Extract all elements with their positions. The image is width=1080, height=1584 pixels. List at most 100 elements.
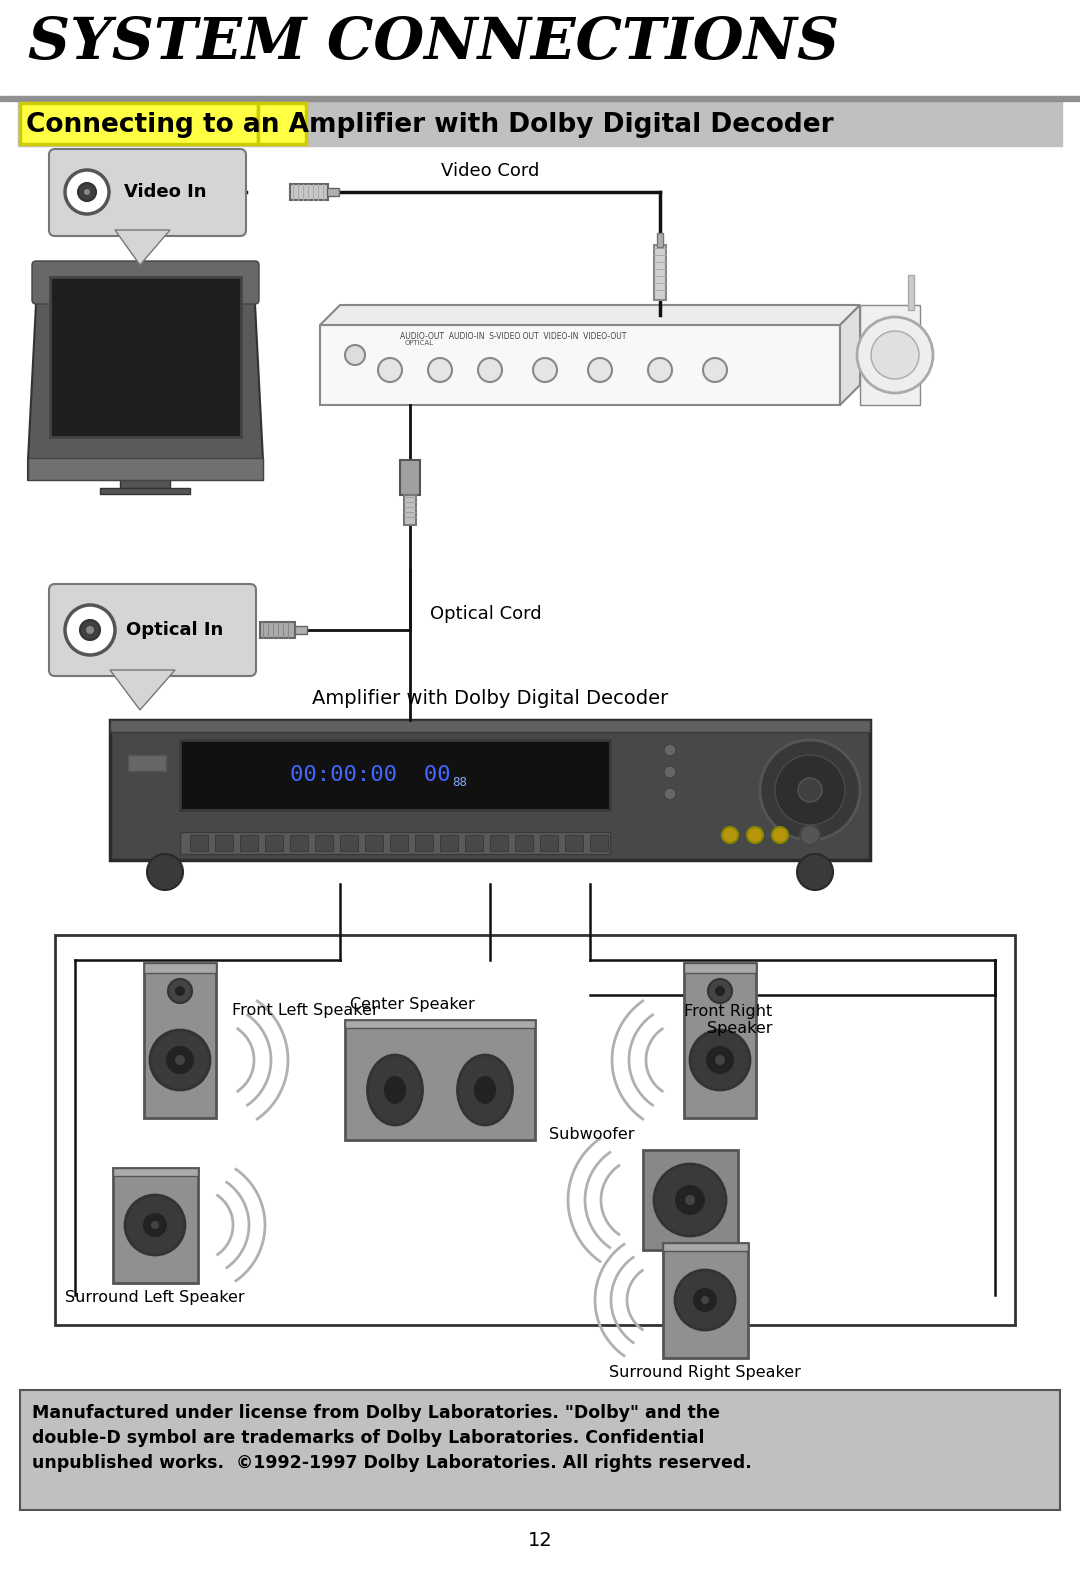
Bar (21, 1391, 1059, 1510)
Circle shape (797, 854, 833, 890)
FancyBboxPatch shape (49, 149, 246, 236)
Bar (21, 103, 258, 144)
Circle shape (378, 358, 402, 382)
Bar (663, 1243, 748, 1357)
Bar (515, 835, 534, 851)
Circle shape (693, 1288, 717, 1312)
Circle shape (701, 1296, 708, 1304)
Circle shape (534, 358, 557, 382)
Bar (180, 832, 610, 854)
Bar (345, 1020, 535, 1140)
Circle shape (143, 1213, 167, 1237)
Text: Video Cord: Video Cord (441, 162, 539, 181)
Text: Surround Right Speaker: Surround Right Speaker (609, 1365, 801, 1380)
Bar (400, 459, 420, 494)
Circle shape (150, 1030, 210, 1090)
Bar (100, 488, 190, 494)
Text: 12: 12 (528, 1530, 552, 1549)
Ellipse shape (458, 1055, 513, 1125)
Bar (265, 835, 283, 851)
Text: Surround Left Speaker: Surround Left Speaker (65, 1289, 245, 1305)
Bar (404, 494, 416, 524)
FancyBboxPatch shape (49, 584, 256, 676)
Bar (144, 963, 216, 973)
Circle shape (65, 605, 114, 656)
Bar (440, 835, 458, 851)
Bar (295, 626, 307, 634)
Polygon shape (320, 306, 860, 325)
Bar (144, 963, 216, 1118)
Circle shape (760, 740, 860, 840)
Text: Front Left Speaker: Front Left Speaker (232, 1003, 379, 1017)
Circle shape (747, 827, 762, 843)
Bar (120, 480, 170, 488)
Circle shape (428, 358, 453, 382)
Circle shape (723, 827, 738, 843)
Bar (240, 835, 258, 851)
Text: OPTICAL: OPTICAL (405, 341, 434, 345)
Bar (415, 835, 433, 851)
Circle shape (858, 317, 933, 393)
Circle shape (772, 827, 788, 843)
Text: Connecting to an Amplifier with Dolby Digital Decoder: Connecting to an Amplifier with Dolby Di… (26, 112, 834, 138)
Circle shape (675, 1270, 735, 1331)
Circle shape (588, 358, 612, 382)
Ellipse shape (384, 1076, 406, 1104)
Bar (113, 1167, 198, 1283)
Circle shape (648, 358, 672, 382)
Text: Optical Cord: Optical Cord (430, 605, 542, 623)
Circle shape (706, 1045, 734, 1074)
Bar (654, 246, 666, 299)
Text: Front Right
Speaker: Front Right Speaker (684, 1004, 772, 1036)
Bar (327, 188, 339, 196)
Text: Optical In: Optical In (126, 621, 224, 638)
Bar (260, 623, 295, 638)
Bar (180, 740, 610, 809)
Circle shape (775, 756, 845, 825)
Polygon shape (114, 230, 170, 265)
Bar (345, 1020, 535, 1028)
Text: Subwoofer: Subwoofer (550, 1126, 635, 1142)
Text: SYSTEM CONNECTIONS: SYSTEM CONNECTIONS (28, 14, 839, 71)
Circle shape (125, 1194, 185, 1255)
Bar (908, 276, 914, 310)
Circle shape (800, 825, 820, 844)
Circle shape (80, 619, 100, 640)
Circle shape (345, 345, 365, 364)
Text: 00:00:00  00: 00:00:00 00 (289, 765, 450, 786)
Circle shape (715, 985, 725, 996)
Bar (55, 935, 1015, 1324)
Text: Manufactured under license from Dolby Laboratories. "Dolby" and the
double-D sym: Manufactured under license from Dolby La… (32, 1403, 752, 1472)
Bar (465, 835, 483, 851)
Bar (643, 1150, 738, 1250)
Bar (657, 233, 663, 247)
Polygon shape (110, 670, 175, 710)
Circle shape (675, 1185, 705, 1215)
Bar (110, 721, 870, 732)
Bar (291, 835, 308, 851)
Circle shape (78, 184, 96, 201)
Text: Video In: Video In (124, 184, 206, 201)
Bar (390, 835, 408, 851)
Bar (291, 184, 328, 200)
Circle shape (175, 1055, 185, 1064)
Circle shape (703, 358, 727, 382)
Bar (190, 835, 208, 851)
Circle shape (685, 1194, 696, 1205)
Bar (129, 756, 166, 771)
Text: AUDIO-OUT  AUDIO-IN  S-VIDEO OUT  VIDEO-IN  VIDEO-OUT: AUDIO-OUT AUDIO-IN S-VIDEO OUT VIDEO-IN … (400, 333, 626, 341)
Circle shape (654, 1164, 726, 1236)
Bar (258, 103, 306, 144)
Bar (663, 1243, 748, 1251)
Bar (365, 835, 383, 851)
Circle shape (798, 778, 822, 802)
Circle shape (175, 985, 185, 996)
Bar (684, 963, 756, 973)
Ellipse shape (474, 1076, 496, 1104)
Bar (315, 835, 333, 851)
Bar (490, 835, 508, 851)
Bar (540, 835, 558, 851)
Circle shape (715, 1055, 725, 1064)
Circle shape (86, 626, 94, 634)
Polygon shape (28, 265, 264, 480)
